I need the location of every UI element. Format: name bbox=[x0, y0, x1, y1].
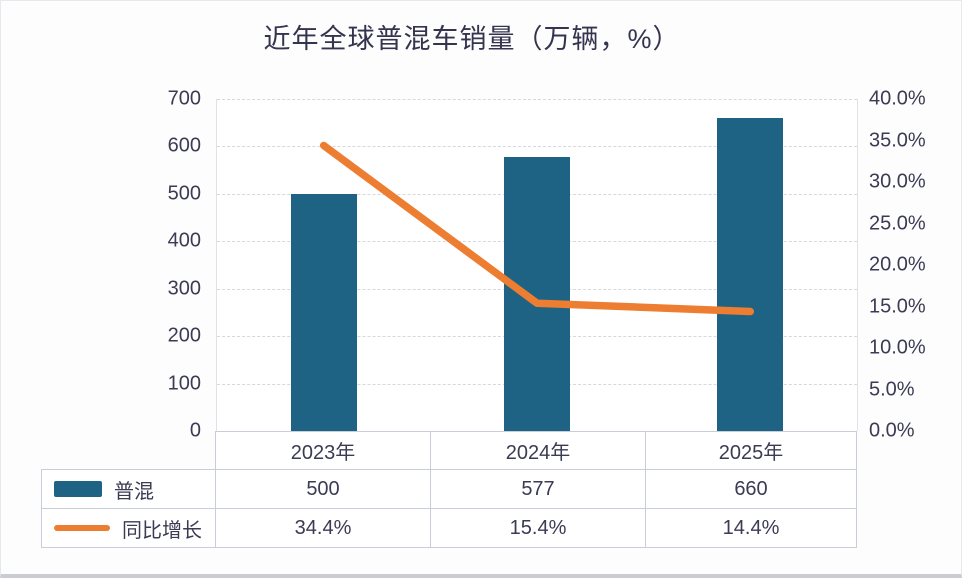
plot-area bbox=[216, 99, 858, 431]
table-value-cell: 15.4% bbox=[431, 509, 646, 548]
bar-legend-swatch-icon bbox=[54, 481, 102, 497]
table-value-cell: 34.4% bbox=[216, 509, 431, 548]
table-value-cell: 660 bbox=[646, 470, 857, 509]
y-axis-right-tick-label: 15.0% bbox=[869, 295, 926, 317]
y-axis-left-tick-label: 700 bbox=[167, 87, 201, 110]
chart-title: 近年全球普混车销量（万辆，%） bbox=[263, 24, 681, 54]
y-axis-left-tick-label: 400 bbox=[167, 229, 201, 252]
year-header-cell: 2024年 bbox=[431, 431, 646, 470]
y-axis-left-tick-label: 600 bbox=[167, 134, 201, 157]
legend-series-label: 普混 bbox=[114, 480, 154, 503]
y-axis-right-tick-label: 0.0% bbox=[869, 419, 915, 442]
table-value-cell: 500 bbox=[216, 470, 431, 509]
year-header-cell: 2025年 bbox=[646, 431, 857, 470]
y-axis-left-tick-label: 100 bbox=[167, 372, 201, 395]
y-axis-right-tick-label: 25.0% bbox=[869, 212, 926, 234]
y-axis-right-tick-label: 10.0% bbox=[869, 336, 926, 359]
y-axis-right-tick-label: 35.0% bbox=[869, 129, 926, 151]
y-axis-left-tick-label: 200 bbox=[167, 324, 201, 347]
line-legend-swatch-icon bbox=[54, 525, 110, 531]
sales-bar bbox=[290, 193, 357, 431]
legend-cell: 普混 bbox=[41, 470, 216, 509]
gridline bbox=[217, 99, 857, 100]
year-header-cell: 2023年 bbox=[216, 431, 431, 470]
trend-line-layer bbox=[319, 141, 755, 316]
legend-series-label: 同比增长 bbox=[122, 519, 202, 542]
y-axis-left-tick-label: 300 bbox=[167, 277, 201, 300]
y-axis-right-tick-label: 5.0% bbox=[869, 378, 915, 400]
data-table: 2023年 2024年 2025年普混 500 577 660 同比增长 34.4% 15.4%… bbox=[41, 431, 857, 548]
growth-trend-line bbox=[319, 141, 755, 316]
sales-bar bbox=[717, 117, 784, 431]
gridline bbox=[217, 146, 857, 148]
y-axis-left-tick-label: 500 bbox=[167, 182, 201, 205]
table-corner-blank bbox=[41, 431, 216, 470]
y-axis-right-tick-label: 40.0% bbox=[869, 87, 926, 110]
y-axis-left-tick-label: 0 bbox=[189, 419, 201, 442]
table-value-cell: 14.4% bbox=[646, 509, 857, 548]
y-axis-right-tick-label: 20.0% bbox=[869, 253, 926, 276]
legend-cell: 同比增长 bbox=[41, 509, 216, 548]
sales-bar bbox=[504, 157, 570, 431]
y-axis-right-tick-label: 30.0% bbox=[869, 170, 926, 193]
table-value-cell: 577 bbox=[431, 470, 646, 509]
